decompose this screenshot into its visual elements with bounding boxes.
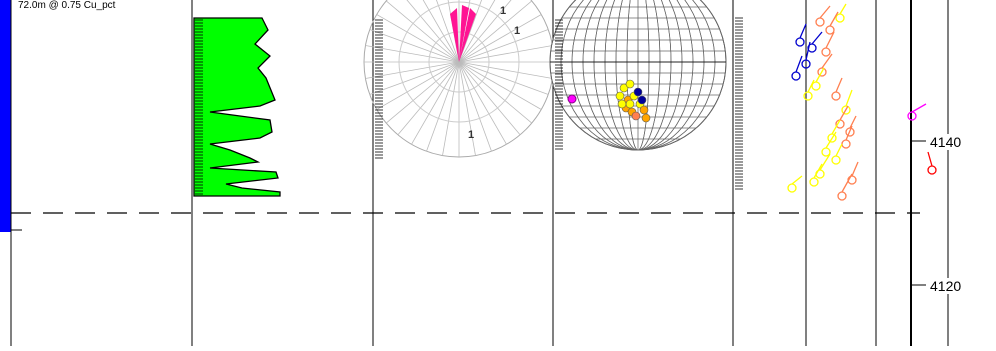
rose-depth-ticks — [375, 20, 383, 158]
tadpole-head — [812, 82, 820, 90]
stereonet-outlier-pole[interactable] — [568, 95, 576, 103]
stereonet-pole — [640, 106, 648, 114]
assay-track — [194, 18, 280, 196]
tadpole-head — [842, 140, 850, 148]
interval-bar[interactable] — [0, 0, 11, 232]
interval-label: 72.0m @ 0.75 Cu_pct — [18, 0, 115, 11]
tadpole-head — [810, 178, 818, 186]
stereonet-pole — [626, 100, 634, 108]
tadpole-head — [816, 18, 824, 26]
tadpole-tail — [836, 144, 842, 156]
tadpole-tail — [792, 176, 802, 184]
tadpole-head — [838, 192, 846, 200]
tadpole-head — [804, 92, 812, 100]
stereonet-pole — [618, 100, 626, 108]
tadpole-tail — [840, 106, 848, 120]
stereonet-pole — [626, 80, 634, 88]
tadpole-tail — [820, 6, 830, 18]
tadpole-tail — [836, 78, 842, 92]
stereonet-pole — [638, 96, 646, 104]
rose-spoke — [412, 0, 460, 62]
tadpole-tail — [928, 152, 932, 166]
depth-axis-ticks — [735, 18, 743, 189]
tadpole-tail — [852, 162, 858, 176]
tadpole-tail — [840, 4, 846, 14]
stereonet-pole — [616, 92, 624, 100]
tadpole-head — [792, 72, 800, 80]
tadpole-head — [836, 14, 844, 22]
tadpole-tail — [814, 164, 822, 178]
tadpole-head — [822, 48, 830, 56]
tadpole-head — [928, 166, 936, 174]
rose-count-label: 1 — [468, 129, 474, 141]
tadpole-head — [796, 38, 804, 46]
stereonet-grid — [550, 0, 726, 150]
stereonet-pole — [634, 88, 642, 96]
tadpole-head — [832, 156, 840, 164]
tadpole-head — [788, 184, 796, 192]
tadpole-head — [832, 92, 840, 100]
tadpole-tail — [912, 104, 926, 112]
rose-diagram: 1 1 1 — [364, 0, 554, 158]
stereonet-pole — [642, 114, 650, 122]
rose-spokes — [364, 0, 554, 157]
tadpole-tail — [816, 68, 824, 82]
depth-label: 4140 — [929, 134, 962, 150]
stereonet — [550, 0, 726, 150]
tadpole-head — [826, 26, 834, 34]
tadpole-tail — [812, 32, 822, 44]
depth-label: 4120 — [929, 278, 962, 294]
tadpole-tail — [846, 90, 852, 106]
tadpole-tail — [800, 24, 806, 38]
tadpole-tail — [796, 56, 802, 72]
rose-count-label: 1 — [514, 25, 520, 37]
tadpole-tail — [850, 116, 856, 128]
tadpole-track — [788, 4, 936, 200]
assay-fill — [194, 18, 280, 196]
tadpole-tail — [808, 80, 814, 92]
stereonet-pole — [632, 112, 640, 120]
rose-count-label: 1 — [500, 5, 506, 17]
